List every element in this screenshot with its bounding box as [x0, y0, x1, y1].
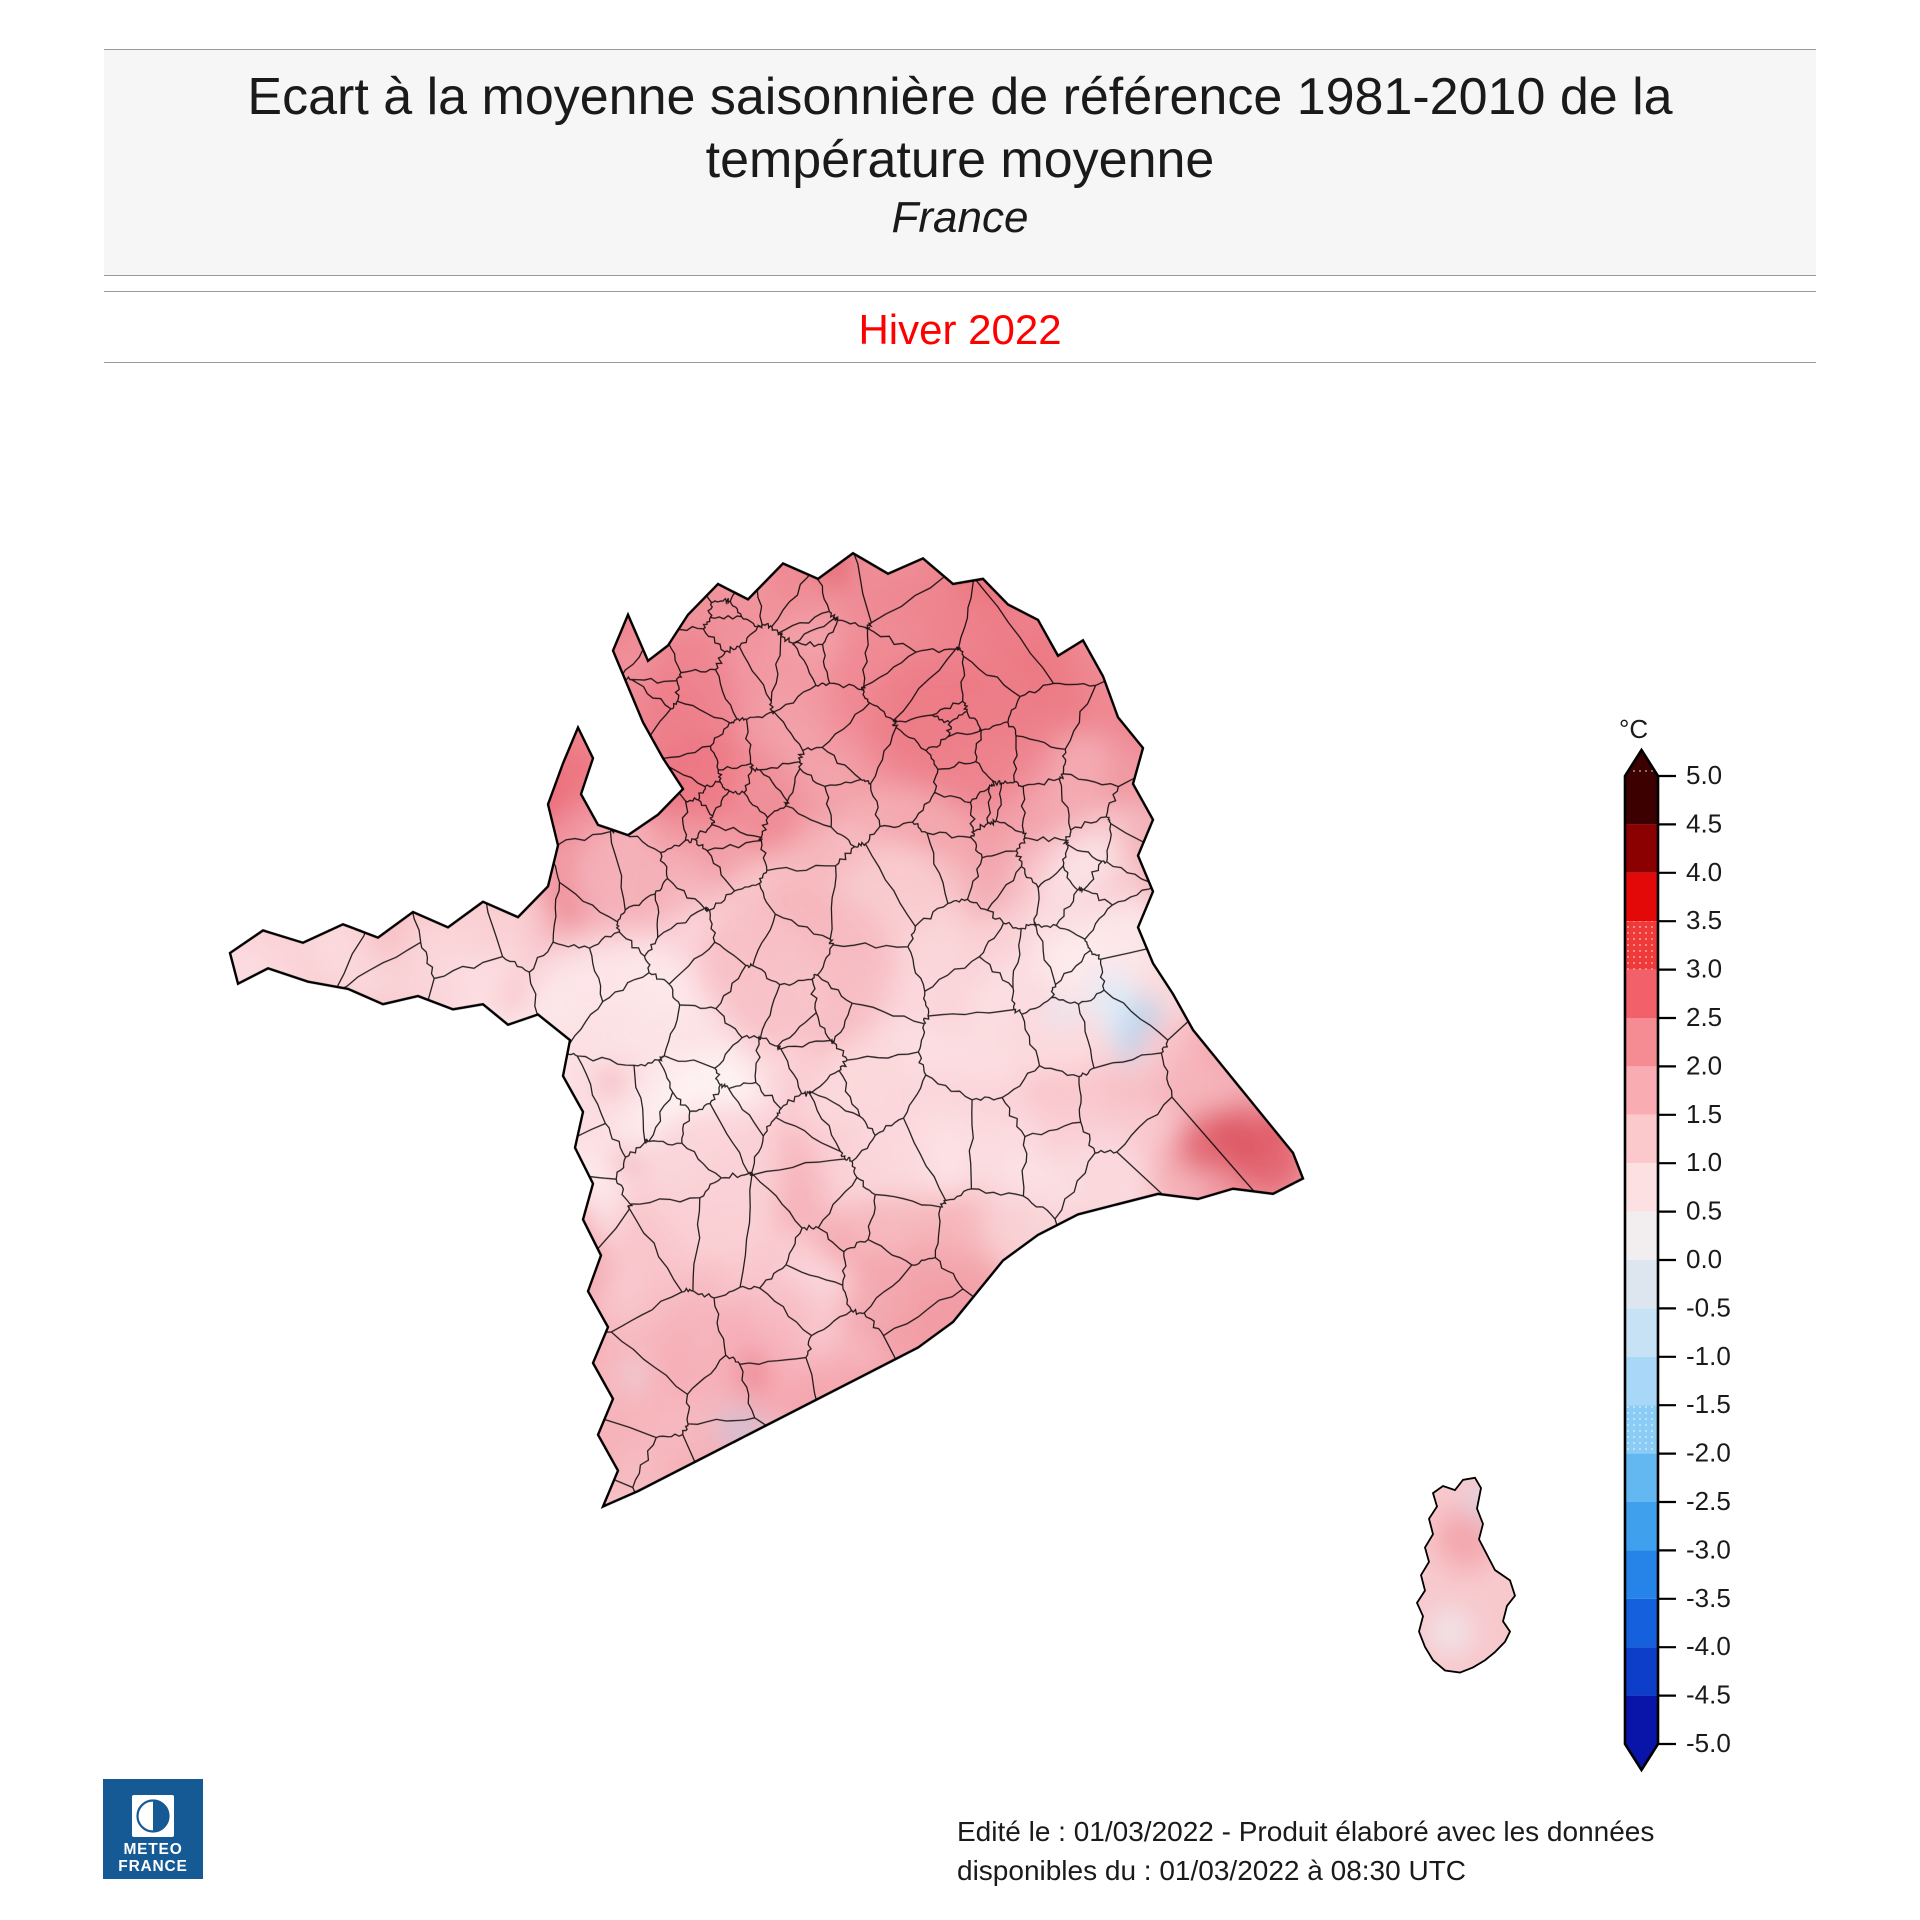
svg-text:0.5: 0.5 — [1686, 1196, 1722, 1226]
svg-text:-2.0: -2.0 — [1686, 1438, 1731, 1468]
svg-text:2.5: 2.5 — [1686, 1002, 1722, 1032]
svg-text:-1.5: -1.5 — [1686, 1389, 1731, 1419]
svg-text:5.0: 5.0 — [1686, 760, 1722, 790]
svg-text:2.0: 2.0 — [1686, 1050, 1722, 1080]
svg-text:3.0: 3.0 — [1686, 954, 1722, 984]
svg-text:4.0: 4.0 — [1686, 857, 1722, 887]
svg-text:-3.5: -3.5 — [1686, 1583, 1731, 1613]
svg-text:-0.5: -0.5 — [1686, 1292, 1731, 1322]
svg-text:-2.5: -2.5 — [1686, 1486, 1731, 1516]
svg-text:1.0: 1.0 — [1686, 1147, 1722, 1177]
svg-text:°C: °C — [1619, 714, 1648, 744]
svg-text:0.0: 0.0 — [1686, 1244, 1722, 1274]
svg-text:METEO: METEO — [123, 1841, 182, 1858]
svg-text:1.5: 1.5 — [1686, 1099, 1722, 1129]
svg-text:FRANCE: FRANCE — [118, 1858, 187, 1875]
svg-text:-3.0: -3.0 — [1686, 1534, 1731, 1564]
svg-text:-5.0: -5.0 — [1686, 1728, 1731, 1758]
svg-text:-1.0: -1.0 — [1686, 1341, 1731, 1371]
svg-text:3.5: 3.5 — [1686, 905, 1722, 935]
svg-text:-4.0: -4.0 — [1686, 1631, 1731, 1661]
svg-text:4.5: 4.5 — [1686, 808, 1722, 838]
svg-text:-4.5: -4.5 — [1686, 1680, 1731, 1710]
